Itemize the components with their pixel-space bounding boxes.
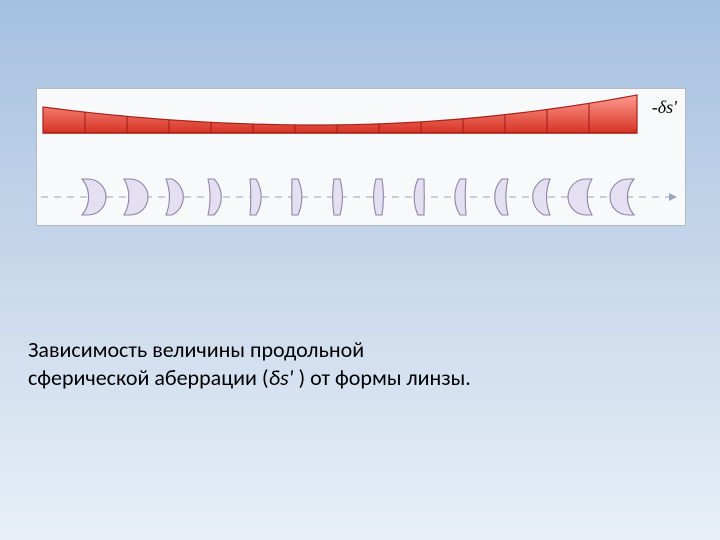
- lens-shape: [414, 179, 424, 215]
- caption-line2-pre: сферической аберрации (: [28, 364, 269, 391]
- lens-shape: [333, 179, 343, 215]
- caption-text: Зависимость величины продольной сферичес…: [28, 336, 471, 391]
- lens-shape: [455, 179, 466, 215]
- lens-shape: [495, 179, 508, 215]
- lens-shape: [124, 179, 148, 215]
- aberration-diagram: [37, 89, 687, 227]
- lens-shape: [208, 179, 221, 215]
- axis-label-delta-s: -δs': [652, 97, 677, 118]
- caption-line1: Зависимость величины продольной: [28, 336, 364, 363]
- lens-shape: [292, 179, 302, 215]
- lens-shape: [166, 179, 183, 215]
- caption-line2-post: ) от формы линзы.: [294, 364, 471, 391]
- caption-var: δs': [269, 364, 294, 391]
- figure-frame: -δs': [36, 88, 686, 226]
- lens-shape: [533, 179, 550, 215]
- lens-shape: [250, 179, 261, 215]
- lens-shape: [374, 179, 384, 215]
